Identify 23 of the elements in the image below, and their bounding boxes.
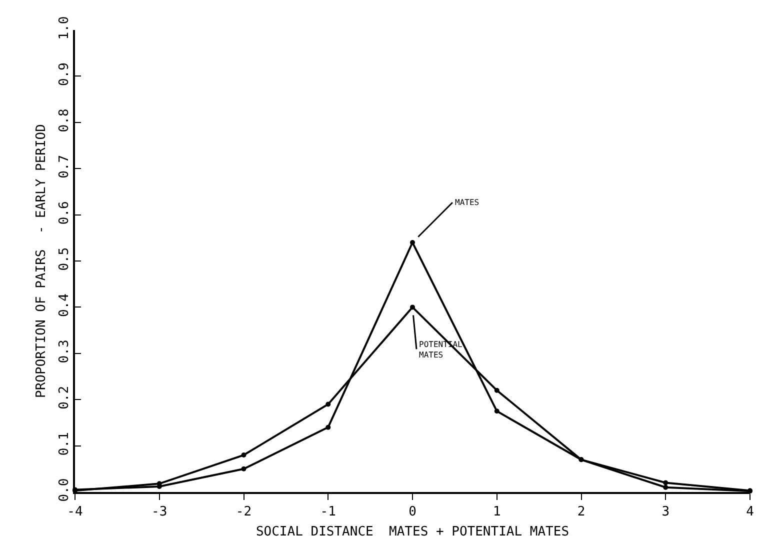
y-tick-label: 0.5 [56, 247, 72, 271]
x-tick-label: 4 [746, 504, 754, 520]
x-tick-label: 1 [492, 504, 501, 520]
x-tick-label: 3 [662, 504, 670, 520]
x-tick-label: 2 [577, 504, 586, 520]
y-tick-label: 1.0 [56, 16, 72, 40]
y-tick-label: 0.4 [56, 293, 72, 317]
annotation: MATES [455, 198, 480, 207]
y-tick-label: 0.2 [56, 386, 72, 410]
y-tick-label: 0.1 [56, 432, 72, 456]
y-tick-label: 0.9 [56, 62, 72, 86]
x-tick-label: -2 [236, 504, 252, 520]
y-tick-label: 0.8 [56, 108, 72, 132]
x-tick-label: -3 [152, 504, 168, 520]
y-tick-label: 0.6 [56, 201, 72, 225]
x-tick-label: 0 [408, 504, 416, 520]
x-tick-label: -1 [320, 504, 336, 520]
y-axis-title: PROPORTION OF PAIRS - EARLY PERIOD [34, 124, 50, 398]
y-tick-label: 0.0 [56, 478, 72, 502]
y-tick-label: 0.3 [56, 340, 72, 364]
x-axis-title: SOCIAL DISTANCE MATES + POTENTIAL MATES [256, 524, 570, 540]
x-tick-label: -4 [67, 504, 83, 520]
y-tick-label: 0.7 [56, 154, 72, 178]
